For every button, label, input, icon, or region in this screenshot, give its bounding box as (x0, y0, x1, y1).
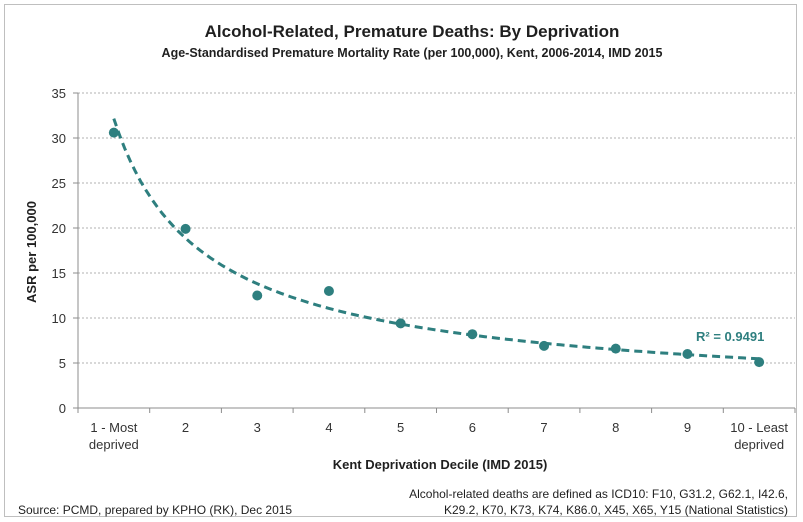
data-point (395, 318, 406, 329)
x-tick-labels: 1 - Most deprived 2 3 4 5 6 7 8 9 10 - Least depriv… (89, 420, 789, 452)
y-tick-label: 15 (52, 266, 66, 281)
x-tick-label: 9 (684, 420, 691, 435)
data-point (467, 329, 478, 340)
x-tick-label: 3 (254, 420, 261, 435)
y-tick-label: 5 (59, 356, 66, 371)
x-tick-label: 1 - Most deprived (89, 420, 139, 452)
y-tick-labels: 0 5 10 15 20 25 30 35 (52, 86, 66, 416)
y-axis-title: ASR per 100,000 (24, 201, 39, 303)
y-tick-label: 0 (59, 401, 66, 416)
x-tick-label: 6 (469, 420, 476, 435)
x-axis-title: Kent Deprivation Decile (IMD 2015) (333, 457, 548, 472)
data-points (108, 127, 765, 368)
x-tick-label: 4 (325, 420, 332, 435)
data-point (108, 127, 119, 138)
data-point (180, 223, 191, 234)
trendline (112, 118, 760, 361)
x-tick-label: 8 (612, 420, 619, 435)
chart-subtitle: Age-Standardised Premature Mortality Rat… (162, 46, 663, 60)
x-tick-label: 7 (540, 420, 547, 435)
definition-note-line-2: K29.2, K70, K73, K74, K86.0, X45, X65, Y… (444, 503, 788, 517)
r-squared-label: R² = 0.9491 (696, 329, 764, 344)
x-tick-label: 10 - Least deprived (730, 420, 788, 452)
data-point (754, 357, 765, 368)
chart-frame (4, 4, 797, 517)
data-point (682, 349, 693, 359)
chart-title: Alcohol-Related, Premature Deaths: By De… (205, 22, 620, 41)
y-tick-label: 20 (52, 221, 66, 236)
data-point (539, 340, 550, 351)
x-tick-label: 5 (397, 420, 404, 435)
y-tick-label: 30 (52, 131, 66, 146)
axes (73, 92, 796, 413)
data-point (610, 343, 621, 354)
source-note: Source: PCMD, prepared by KPHO (RK), Dec… (18, 503, 292, 517)
definition-note-line-1: Alcohol-related deaths are defined as IC… (409, 487, 788, 501)
x-tick-label: 2 (182, 420, 189, 435)
trendline-group (112, 118, 760, 361)
y-tick-label: 10 (52, 311, 66, 326)
data-point (323, 286, 334, 296)
data-point (252, 290, 263, 301)
gridlines (78, 92, 795, 364)
y-tick-label: 25 (52, 176, 66, 191)
y-tick-label: 35 (52, 86, 66, 101)
